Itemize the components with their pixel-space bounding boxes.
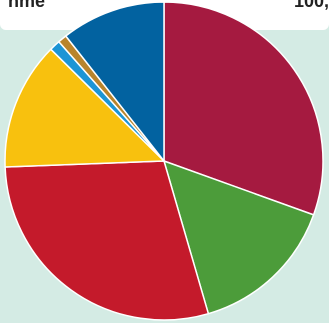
pie-slice-7 — [65, 1, 165, 162]
pie-slice-3 — [4, 160, 210, 321]
pie-slice-4 — [4, 48, 165, 168]
header-value: 100, — [293, 0, 329, 11]
header-label: hme — [8, 0, 46, 11]
pie-slice-1 — [163, 1, 324, 216]
pie-slice-2 — [163, 160, 315, 315]
